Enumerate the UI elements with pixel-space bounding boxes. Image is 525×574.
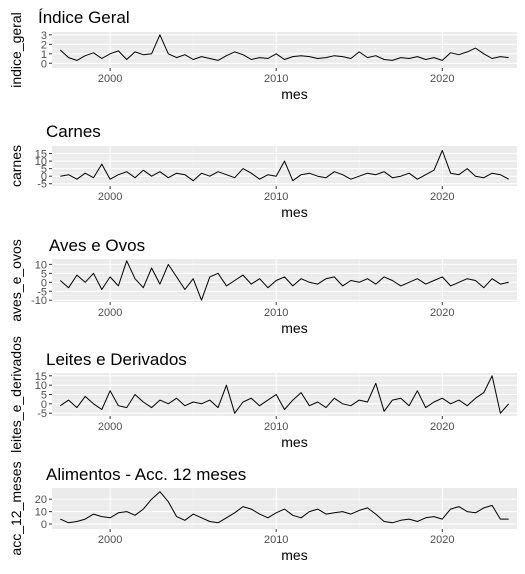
y-tick-label: 0 [41, 58, 47, 70]
chart-title: Leites e Derivados [46, 350, 187, 369]
series-line [59, 34, 509, 61]
x-tick-label: 2010 [264, 534, 288, 546]
y-tick-label: 15 [35, 371, 47, 383]
chart-title: Índice Geral [38, 8, 130, 27]
x-tick-label: 2020 [430, 73, 454, 85]
y-tick-label: -5 [37, 408, 47, 420]
chart-title: Aves e Ovos [49, 236, 145, 255]
x-tick-label: 2010 [264, 421, 288, 433]
y-tick-label: -5 [37, 286, 47, 298]
x-axis-label: mes [281, 320, 307, 336]
x-tick-label: 2000 [98, 73, 122, 85]
y-tick-label: 15 [35, 149, 47, 161]
plot-background [52, 146, 517, 186]
x-tick-label: 2020 [430, 307, 454, 319]
series-line [60, 150, 509, 182]
x-tick-label: 2000 [98, 307, 122, 319]
x-axis-label: mes [281, 434, 307, 450]
y-tick-label: 5 [41, 268, 47, 280]
x-axis-label: mes [281, 547, 307, 563]
y-tick-label: 10 [35, 259, 47, 271]
y-tick-label: 0 [41, 277, 47, 289]
plot-background [52, 32, 517, 68]
x-tick-label: 2000 [98, 191, 122, 203]
x-tick-label: 2020 [430, 534, 454, 546]
y-tick-label: 1 [41, 49, 47, 61]
x-tick-label: 2010 [264, 307, 288, 319]
x-tick-label: 2010 [264, 191, 288, 203]
y-tick-label: 0 [41, 519, 47, 531]
x-tick-label: 2000 [98, 534, 122, 546]
y-axis-label: indice_geral [8, 12, 24, 88]
plot-background [52, 488, 517, 529]
series-line [60, 375, 510, 414]
y-axis-label: acc_12_meses [8, 461, 24, 555]
y-axis-label: leites_e_derivados [8, 336, 24, 453]
y-tick-label: -5 [37, 179, 47, 191]
y-axis-label: carnes [8, 145, 24, 187]
y-tick-label: 10 [35, 507, 47, 519]
y-tick-label: -10 [31, 295, 47, 307]
x-tick-label: 2010 [264, 73, 288, 85]
x-tick-label: 2000 [98, 421, 122, 433]
x-axis-label: mes [281, 204, 307, 220]
y-tick-label: 5 [41, 390, 47, 402]
chart-title: Carnes [46, 122, 101, 141]
x-axis-label: mes [281, 86, 307, 102]
series-line [60, 491, 509, 524]
y-tick-label: 0 [41, 171, 47, 183]
chart-title: Alimentos - Acc. 12 meses [46, 465, 246, 484]
y-tick-label: 10 [35, 380, 47, 392]
series-line [59, 260, 509, 301]
y-tick-label: 3 [41, 30, 47, 42]
y-tick-label: 0 [41, 399, 47, 411]
x-tick-label: 2020 [430, 421, 454, 433]
y-tick-label: 5 [41, 164, 47, 176]
y-tick-label: 20 [35, 494, 47, 506]
y-tick-label: 2 [41, 39, 47, 51]
y-tick-label: 10 [35, 156, 47, 168]
y-axis-label: aves_e_ovos [8, 239, 24, 322]
x-tick-label: 2020 [430, 191, 454, 203]
